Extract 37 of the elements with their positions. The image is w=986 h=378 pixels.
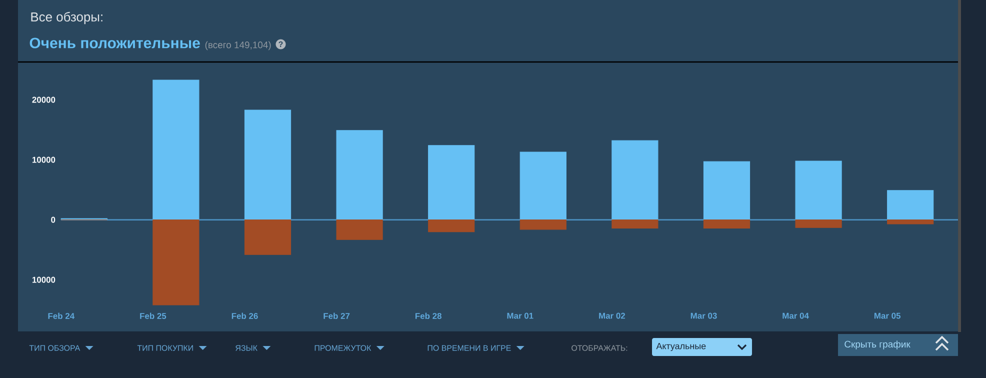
y-tick-label: 10000 <box>32 156 56 163</box>
bar <box>703 161 750 220</box>
text: (всего 149,104) <box>205 41 271 50</box>
x-tick-label: Feb 26 <box>232 312 258 319</box>
bar <box>336 219 383 240</box>
bar <box>244 110 292 220</box>
bar <box>612 140 658 220</box>
bar <box>612 219 658 228</box>
chart-title: Все обзоры: <box>31 12 102 24</box>
bar <box>520 219 566 230</box>
x-tick-label: Mar 02 <box>599 312 626 319</box>
x-tick-label: Feb 25 <box>140 312 166 319</box>
bar <box>887 190 934 220</box>
bar <box>428 219 475 232</box>
bar <box>428 145 475 220</box>
bar <box>152 80 200 220</box>
text: Актуальные <box>656 342 706 352</box>
bar <box>795 219 842 228</box>
bar <box>795 160 842 220</box>
x-tick-label: Feb 28 <box>415 312 442 319</box>
x-tick-label: Mar 03 <box>690 312 717 319</box>
bar <box>887 219 934 224</box>
x-tick-label: Mar 01 <box>507 312 534 319</box>
y-tick-label: 0 <box>51 216 56 223</box>
chart-subtitle: Очень положительные <box>30 38 200 48</box>
bar <box>703 219 750 228</box>
bar <box>152 219 200 306</box>
x-tick-label: Mar 05 <box>874 312 900 319</box>
y-tick-label: 10000 <box>32 276 56 283</box>
x-tick-label: Mar 04 <box>782 312 809 319</box>
bar <box>520 152 566 220</box>
text: Скрыть график <box>844 340 910 350</box>
bar <box>244 219 292 255</box>
x-tick-label: Feb 27 <box>324 312 350 319</box>
bar <box>336 130 383 220</box>
x-tick-label: Feb 24 <box>48 312 75 319</box>
y-tick-label: 20000 <box>32 96 56 103</box>
